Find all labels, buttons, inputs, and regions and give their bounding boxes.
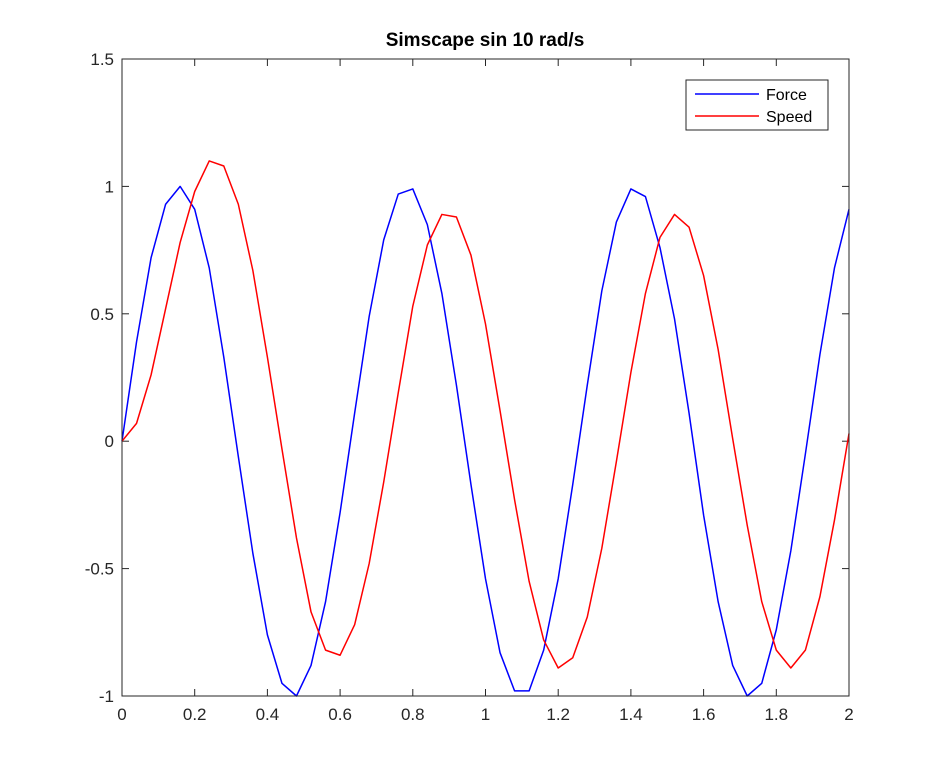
x-tick-label: 0.6 <box>328 705 352 724</box>
x-tick-label: 1.2 <box>546 705 570 724</box>
chart-title: Simscape sin 10 rad/s <box>386 30 585 51</box>
x-tick-label: 0.8 <box>401 705 425 724</box>
x-tick-label: 1 <box>481 705 490 724</box>
y-tick-label: 0 <box>105 432 114 451</box>
x-tick-label: 1.4 <box>619 705 643 724</box>
y-tick-label: -0.5 <box>85 560 114 579</box>
y-tick-label: -1 <box>99 687 114 706</box>
x-tick-label: 1.8 <box>764 705 788 724</box>
legend-label-force: Force <box>766 87 807 104</box>
x-tick-label: 2 <box>844 705 853 724</box>
y-tick-label: 1 <box>105 177 114 196</box>
series-line-speed <box>121 160 850 669</box>
legend-label-speed: Speed <box>766 109 812 126</box>
axes-box <box>121 58 850 697</box>
x-tick-label: 0.4 <box>256 705 280 724</box>
legend: Force Speed <box>685 79 829 131</box>
axis-ticks: 0 0.2 0.4 0.6 0.8 1 1.2 1.4 1.6 1.8 2 -1 -0.5 0 0.5 1 1.… <box>85 50 854 724</box>
series-line-force <box>121 185 850 697</box>
legend-box <box>685 79 829 131</box>
x-tick-label: 0.2 <box>183 705 207 724</box>
x-tick-label: 0 <box>117 705 126 724</box>
y-tick-label: 0.5 <box>90 305 114 324</box>
y-tick-label: 1.5 <box>90 50 114 69</box>
series-lines <box>121 160 850 697</box>
x-tick-label: 1.6 <box>692 705 716 724</box>
